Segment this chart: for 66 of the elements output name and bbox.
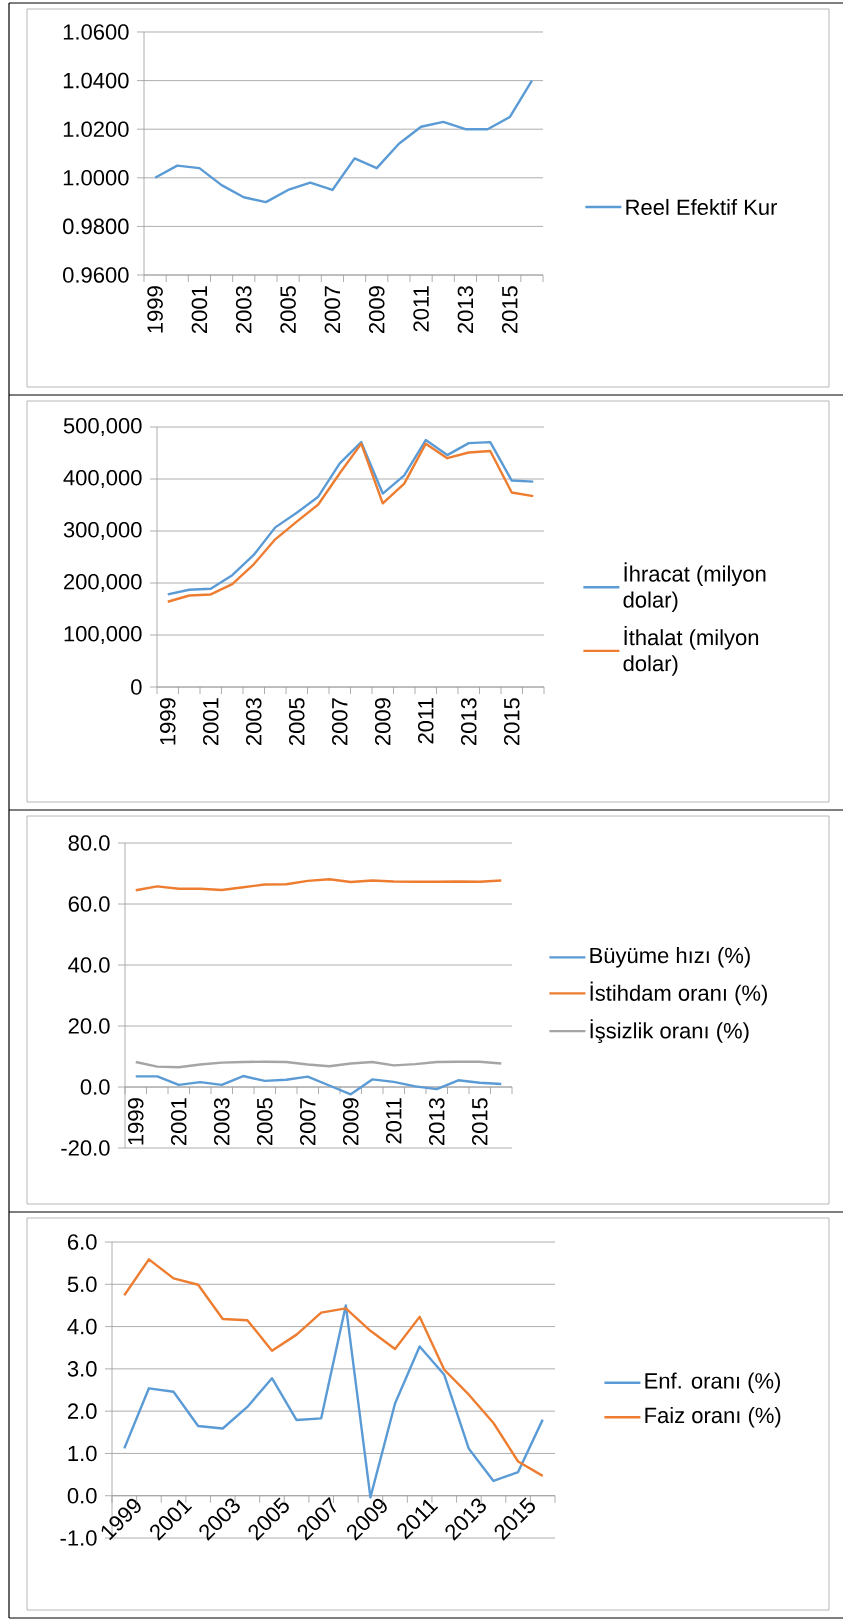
- x-tick-label: 2015: [503, 698, 520, 746]
- y-tick-label: 1.0000: [63, 170, 129, 186]
- legend-label: İthalat (milyon dolar): [623, 626, 759, 676]
- y-tick-label: 60.0: [68, 896, 110, 912]
- y-tick-label: 2.0: [68, 1403, 97, 1419]
- legend-label: İstihdam oranı (%): [590, 981, 767, 1006]
- y-tick-label: 0.0: [80, 1079, 110, 1095]
- legend-label: İşsizlik oranı (%): [590, 1019, 749, 1043]
- y-tick-label: 300,000: [63, 521, 142, 541]
- y-tick-label: 40.0: [68, 957, 110, 973]
- y-tick-label: 1.0: [68, 1445, 97, 1462]
- x-tick-label: 2011: [385, 1098, 402, 1144]
- x-tick-label: 2005: [280, 286, 296, 334]
- x-tick-label: 2013: [457, 286, 474, 334]
- y-tick-label: 6.0: [68, 1234, 97, 1250]
- legend-label: Reel Efektif Kur: [626, 198, 778, 216]
- x-tick-label: 2011: [413, 286, 429, 332]
- y-tick-label: 100,000: [64, 625, 142, 645]
- x-tick-label: 2007: [299, 1098, 316, 1146]
- x-tick-label: 2009: [342, 1098, 359, 1146]
- x-tick-label: 2009: [374, 698, 391, 746]
- y-tick-label: 1.0400: [63, 72, 129, 89]
- y-tick-label: 200,000: [64, 573, 142, 593]
- y-tick-label: -20.0: [61, 1140, 110, 1156]
- y-tick-label: 3.0: [67, 1361, 97, 1377]
- x-tick-label: 2003: [245, 698, 262, 746]
- legend-label: İhracat (milyon dolar): [623, 562, 766, 613]
- y-tick-label: 1.0600: [63, 24, 129, 40]
- x-tick-label: 1999: [147, 286, 163, 333]
- x-tick-label: 2001: [170, 1098, 187, 1146]
- line-series: [123, 1258, 544, 1478]
- x-tick-label: 2015: [501, 286, 518, 334]
- x-tick-label: 1999: [159, 698, 176, 745]
- x-tick-label: 2013: [428, 1098, 445, 1146]
- x-tick-label: 2001: [202, 698, 219, 746]
- legend-label: Büyüme hızı (%): [590, 947, 750, 968]
- line-series: [134, 1074, 503, 1096]
- legend-label: Enf. oranı (%): [645, 1372, 780, 1394]
- line-series: [134, 878, 503, 892]
- y-tick-label: 500,000: [63, 417, 142, 437]
- y-tick-label: 0.0: [67, 1487, 97, 1504]
- x-tick-label: 1999: [127, 1098, 144, 1145]
- x-tick-label: 2005: [256, 1098, 273, 1146]
- y-tick-label: -1.0: [60, 1530, 97, 1546]
- x-tick-label: 2007: [331, 698, 348, 746]
- y-tick-label: 0.9800: [63, 218, 129, 235]
- x-tick-label: 2007: [324, 286, 341, 334]
- y-tick-label: 1.0200: [63, 121, 129, 137]
- x-tick-label: 2001: [191, 286, 208, 334]
- line-series: [153, 79, 534, 204]
- x-tick-label: 2003: [213, 1098, 230, 1146]
- x-tick-label: 2015: [471, 1098, 488, 1146]
- x-tick-label: 2005: [288, 698, 305, 746]
- y-tick-label: 4.0: [67, 1318, 97, 1335]
- x-tick-label: 2003: [235, 286, 252, 334]
- legend-label: Faiz oranı (%): [645, 1407, 781, 1428]
- x-tick-label: 2013: [460, 698, 477, 746]
- y-tick-label: 5.0: [67, 1276, 97, 1293]
- y-tick-label: 0: [131, 679, 142, 695]
- x-tick-label: 2009: [368, 286, 385, 334]
- y-tick-label: 400,000: [63, 469, 142, 489]
- y-tick-label: 80.0: [68, 835, 110, 851]
- y-tick-label: 0.9600: [63, 267, 129, 283]
- y-tick-label: 20.0: [68, 1018, 110, 1034]
- line-series: [123, 1304, 544, 1499]
- x-tick-label: 2011: [417, 698, 434, 744]
